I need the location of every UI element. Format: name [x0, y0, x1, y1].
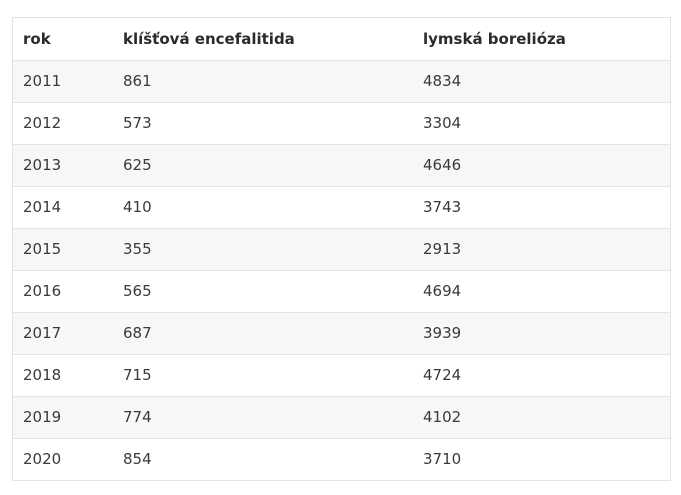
table-row: 2017 687 3939: [13, 312, 670, 355]
cell-year: 2019: [13, 396, 113, 439]
cell-encephalitis: 861: [113, 60, 413, 103]
header-tick-borne-encephalitis: klíšťová encefalitida: [113, 18, 413, 61]
cell-lyme: 4834: [413, 60, 670, 103]
table-row: 2014 410 3743: [13, 186, 670, 229]
cell-encephalitis: 565: [113, 270, 413, 313]
header-lyme-disease: lymská borelióza: [413, 18, 670, 61]
cell-encephalitis: 687: [113, 312, 413, 355]
cell-lyme: 3710: [413, 438, 670, 480]
table-body: 2011 861 4834 2012 573 3304 2013 625 464…: [13, 60, 670, 480]
cell-lyme: 2913: [413, 228, 670, 271]
cell-year: 2012: [13, 102, 113, 145]
table-row: 2018 715 4724: [13, 354, 670, 397]
table-row: 2019 774 4102: [13, 396, 670, 439]
cell-encephalitis: 715: [113, 354, 413, 397]
cell-lyme: 4646: [413, 144, 670, 187]
cell-encephalitis: 625: [113, 144, 413, 187]
data-table-container: rok klíšťová encefalitida lymská borelió…: [12, 17, 671, 481]
table-row: 2012 573 3304: [13, 102, 670, 145]
cell-encephalitis: 854: [113, 438, 413, 480]
cell-lyme: 3743: [413, 186, 670, 229]
cell-lyme: 4724: [413, 354, 670, 397]
cell-year: 2017: [13, 312, 113, 355]
cell-year: 2020: [13, 438, 113, 480]
cell-year: 2013: [13, 144, 113, 187]
cell-encephalitis: 774: [113, 396, 413, 439]
header-year: rok: [13, 18, 113, 61]
header-row: rok klíšťová encefalitida lymská borelió…: [13, 18, 670, 61]
cell-lyme: 3304: [413, 102, 670, 145]
table-header: rok klíšťová encefalitida lymská borelió…: [13, 18, 670, 61]
table-row: 2020 854 3710: [13, 438, 670, 480]
table-row: 2015 355 2913: [13, 228, 670, 271]
table-row: 2011 861 4834: [13, 60, 670, 103]
cell-year: 2016: [13, 270, 113, 313]
cell-lyme: 3939: [413, 312, 670, 355]
cell-encephalitis: 410: [113, 186, 413, 229]
cell-lyme: 4102: [413, 396, 670, 439]
table-row: 2016 565 4694: [13, 270, 670, 313]
cell-year: 2011: [13, 60, 113, 103]
cell-year: 2015: [13, 228, 113, 271]
cell-lyme: 4694: [413, 270, 670, 313]
cell-year: 2014: [13, 186, 113, 229]
cell-encephalitis: 573: [113, 102, 413, 145]
data-table: rok klíšťová encefalitida lymská borelió…: [13, 18, 670, 480]
cell-encephalitis: 355: [113, 228, 413, 271]
table-row: 2013 625 4646: [13, 144, 670, 187]
cell-year: 2018: [13, 354, 113, 397]
